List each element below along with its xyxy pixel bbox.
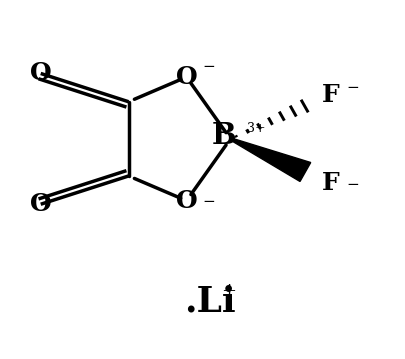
Text: O: O	[30, 192, 51, 216]
Text: −: −	[346, 178, 359, 192]
Text: O: O	[176, 65, 197, 89]
Text: F: F	[322, 83, 339, 107]
Text: O: O	[176, 189, 197, 213]
Text: −: −	[202, 195, 215, 209]
Text: −: −	[202, 60, 215, 74]
Text: −: −	[346, 81, 359, 95]
Text: F: F	[322, 171, 339, 195]
Text: 3+: 3+	[247, 122, 266, 135]
Text: B: B	[212, 121, 237, 150]
Text: .Li: .Li	[185, 284, 236, 318]
Text: O: O	[30, 61, 51, 85]
Polygon shape	[230, 138, 311, 181]
Text: +: +	[221, 282, 236, 300]
